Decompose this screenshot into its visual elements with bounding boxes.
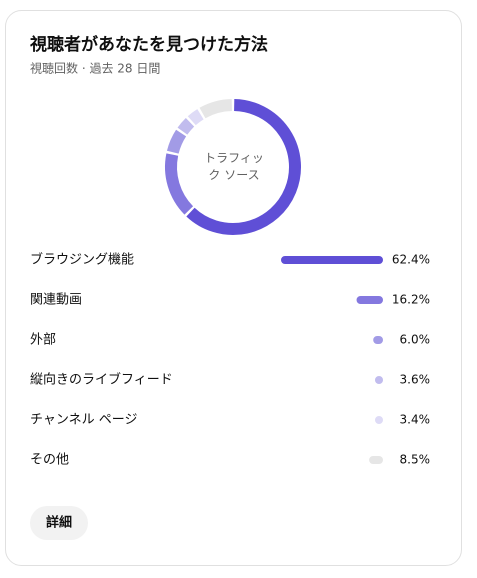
chart-subtitle: 視聴回数 · 過去 28 日間: [30, 61, 160, 76]
donut-segment: [199, 99, 233, 119]
donut-segment: [187, 109, 204, 126]
row-label: チャンネル ページ: [30, 413, 137, 428]
donut-segment: [165, 153, 194, 215]
donut-segment: [166, 129, 187, 154]
bar: [369, 456, 383, 464]
bar: [373, 336, 383, 344]
details-button-label[interactable]: 詳細: [46, 515, 72, 531]
center-label: トラフィック ソース: [204, 151, 264, 182]
value-label: 3.6%: [400, 373, 431, 387]
value-label: 3.4%: [400, 413, 431, 427]
row-label: その他: [30, 453, 69, 468]
card-frame: [5, 10, 462, 566]
donut-segment: [186, 99, 301, 235]
value-label: 62.4%: [392, 253, 430, 267]
bar: [375, 416, 383, 424]
bar: [375, 376, 383, 384]
donut-segment: [177, 118, 195, 135]
details-button[interactable]: [30, 506, 88, 540]
row-label: 縦向きのライブフィード: [30, 372, 173, 388]
row-label: ブラウジング機能: [30, 252, 134, 268]
value-label: 8.5%: [400, 453, 431, 467]
row-label: 関連動画: [30, 293, 82, 308]
value-label: 6.0%: [400, 333, 431, 347]
value-label: 16.2%: [392, 293, 430, 307]
bar: [356, 296, 383, 304]
row-label: 外部: [30, 333, 56, 348]
chart-title: 視聴者があなたを見つけた方法: [29, 34, 268, 55]
bar: [281, 256, 383, 264]
